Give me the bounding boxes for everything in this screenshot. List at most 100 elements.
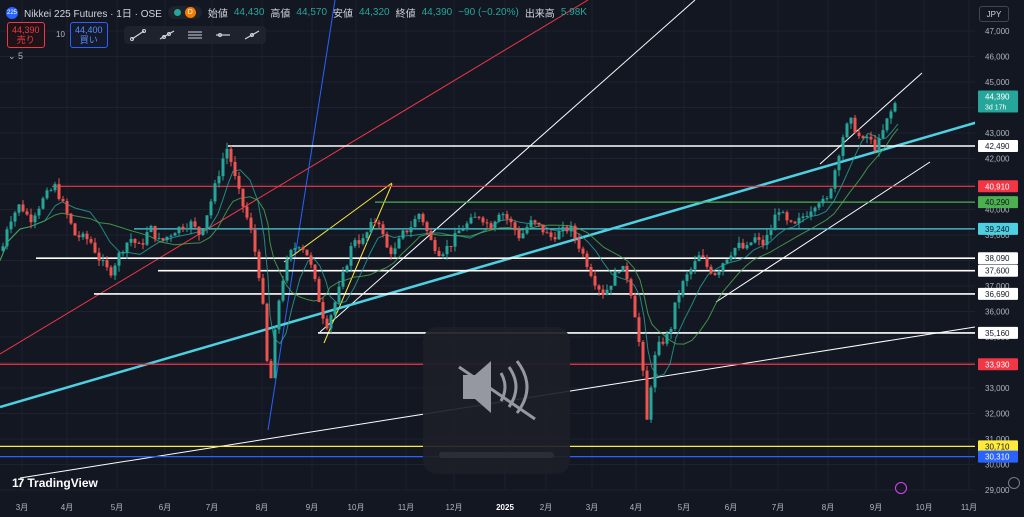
candle-body	[277, 300, 281, 330]
candle-body	[49, 190, 53, 192]
ray-icon[interactable]	[158, 29, 176, 41]
candle-body	[709, 266, 713, 274]
level-label: 42,490	[985, 142, 1010, 151]
status-pill[interactable]: D	[167, 6, 202, 19]
candle-body	[177, 226, 181, 234]
candle-body	[885, 118, 889, 131]
price-tick-label: 29,000	[985, 486, 1010, 495]
candle-body	[137, 242, 141, 244]
candle-body	[573, 225, 577, 239]
candle-body	[105, 260, 109, 268]
level-label-box	[978, 287, 1018, 300]
candle-body	[813, 207, 817, 212]
candle-body	[413, 218, 417, 228]
candle-body	[713, 273, 717, 275]
sell-button[interactable]: 44,390 売り	[7, 22, 45, 48]
candle-body	[705, 257, 709, 267]
candle-body	[485, 222, 489, 224]
horizontal-line-icon[interactable]	[214, 29, 232, 41]
candle-body	[317, 279, 321, 303]
candle-body	[861, 136, 865, 139]
extended-line-icon[interactable]	[243, 29, 261, 41]
buy-button[interactable]: 44,400 買い	[70, 22, 108, 48]
candle-body	[365, 232, 369, 239]
candle-body	[425, 222, 429, 232]
candle-body	[617, 271, 621, 273]
candle-body	[337, 286, 341, 303]
candle-body	[333, 302, 337, 316]
symbol-title[interactable]: Nikkei 225 Futures · 1日 · OSE	[24, 9, 162, 20]
candle-body	[733, 247, 737, 256]
candle-body	[197, 226, 201, 235]
level-label-box	[978, 196, 1018, 209]
candle-body	[849, 117, 853, 124]
settings-icon[interactable]	[1008, 477, 1020, 489]
lightning-icon[interactable]	[895, 482, 907, 494]
candles	[1, 101, 897, 423]
time-tick-label: 9月	[870, 503, 882, 512]
candle-body	[841, 137, 845, 156]
time-tick-label: 10月	[348, 503, 365, 512]
tradingview-logo[interactable]: 17 TradingView	[12, 476, 98, 490]
currency-selector[interactable]: JPY	[979, 6, 1009, 22]
candle-body	[829, 188, 833, 199]
indicators-toggle[interactable]: ⌄ 5	[8, 51, 24, 61]
candle-body	[489, 223, 493, 230]
time-tick-label: 5月	[111, 503, 123, 512]
candle-body	[145, 232, 149, 245]
candle-body	[785, 212, 789, 221]
candle-body	[853, 117, 857, 133]
price-tick-label: 39,000	[985, 231, 1010, 240]
chart-header: 225 Nikkei 225 Futures · 1日 · OSE D 始値 44…	[6, 5, 587, 20]
candle-body	[497, 214, 501, 222]
candle-body	[225, 148, 229, 159]
candle-body	[865, 136, 869, 139]
candle-body	[821, 198, 825, 204]
indicators-count: 5	[18, 51, 24, 61]
open-value: 44,430	[233, 7, 265, 18]
level-label: 35,160	[985, 329, 1010, 338]
candle-body	[45, 190, 49, 199]
candle-body	[173, 233, 177, 236]
candle-body	[429, 231, 433, 240]
drawing-toolbar	[124, 26, 266, 44]
price-tick-label: 30,000	[985, 461, 1010, 470]
candle-body	[181, 226, 185, 230]
level-label-box	[978, 252, 1018, 265]
candle-body	[81, 233, 85, 238]
candle-body	[189, 221, 193, 229]
candle-body	[693, 261, 697, 270]
candle-body	[25, 211, 29, 215]
mute-overlay	[423, 327, 570, 474]
candle-body	[633, 295, 637, 318]
candle-body	[881, 130, 885, 139]
candle-body	[545, 232, 549, 234]
candle-body	[661, 341, 665, 344]
level-label: 38,090	[985, 254, 1010, 263]
time-tick-label: 12月	[446, 503, 463, 512]
candle-body	[621, 265, 625, 272]
candle-body	[421, 213, 425, 223]
mute-icon	[458, 360, 536, 421]
level-label: 39,240	[985, 225, 1010, 234]
candle-body	[261, 278, 265, 304]
trendline-icon[interactable]	[129, 29, 147, 41]
candle-body	[601, 289, 605, 295]
candle-body	[521, 233, 525, 239]
brand-name: TradingView	[27, 476, 98, 490]
candle-body	[665, 333, 669, 344]
candle-body	[805, 215, 809, 217]
candle-body	[565, 226, 569, 232]
price-tick-label: 46,000	[985, 53, 1010, 62]
trendline-blue	[267, 0, 336, 431]
candle-body	[57, 184, 61, 200]
candle-body	[361, 238, 365, 244]
fib-icon[interactable]	[186, 29, 204, 41]
candle-body	[877, 138, 881, 151]
candle-body	[765, 234, 769, 245]
candle-body	[541, 224, 545, 233]
candle-body	[69, 213, 73, 224]
volume-label: 出来高	[524, 9, 555, 20]
trendline-white	[319, 0, 696, 333]
